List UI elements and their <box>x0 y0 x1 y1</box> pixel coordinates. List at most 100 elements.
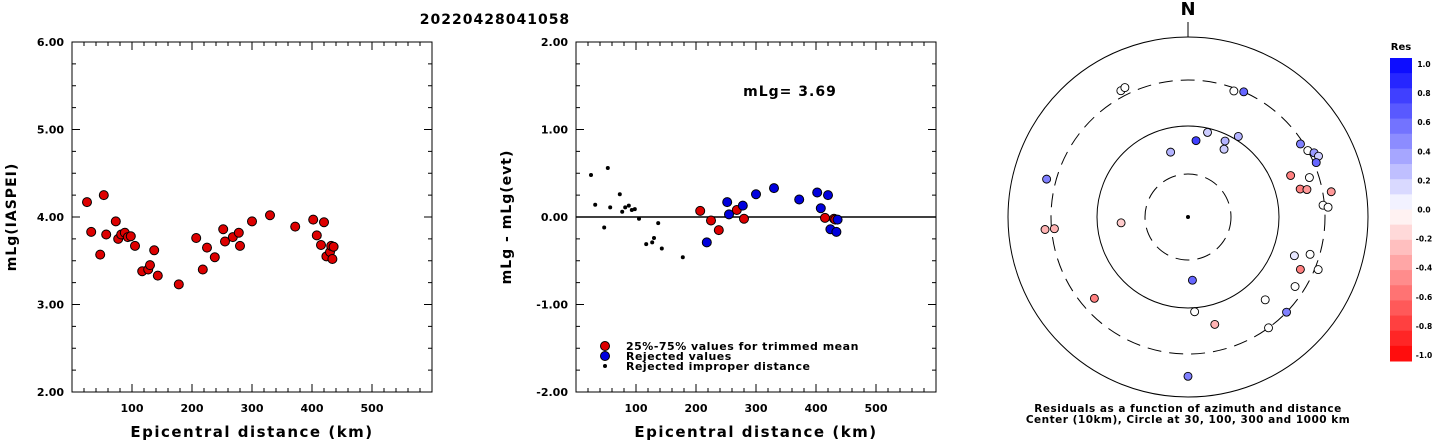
y-tick-label: -2.00 <box>536 386 568 399</box>
improper-distance-point <box>629 208 634 212</box>
rejected-point <box>832 214 843 225</box>
colorbar-band <box>1390 254 1412 271</box>
rejected-point <box>701 237 712 248</box>
azimuth-residual-plot: N Residuals as a function of azimuth and… <box>1007 0 1369 426</box>
circle-300km <box>1050 79 1326 355</box>
x-tick-label: 400 <box>301 402 324 415</box>
north-label: N <box>1180 0 1195 20</box>
improper-distance-point <box>650 240 655 245</box>
data-point <box>290 221 301 232</box>
improper-distance-point <box>620 209 625 214</box>
data-point <box>308 214 319 225</box>
rejected-point <box>724 209 734 220</box>
colorbar-band <box>1390 88 1412 104</box>
data-point <box>145 260 155 271</box>
improper-distance-point <box>617 192 622 197</box>
data-point <box>125 231 136 242</box>
colorbar-band <box>1390 345 1412 362</box>
data-point <box>218 224 229 235</box>
station-residual-point <box>1286 171 1296 180</box>
trimmed-mean-point <box>713 225 724 236</box>
colorbar-bands <box>1390 58 1412 362</box>
y-tick-label: 2.00 <box>37 386 64 399</box>
center-point <box>1186 215 1190 219</box>
y-tick-label: 1.00 <box>541 124 568 137</box>
station-residual-point <box>1313 265 1323 275</box>
data-point <box>86 226 97 237</box>
station-residual-point <box>1290 282 1300 291</box>
colorbar-band <box>1390 58 1412 74</box>
station-residual-point <box>1116 218 1126 228</box>
improper-distance-point <box>632 207 637 212</box>
data-point <box>220 236 230 247</box>
colorbar-band <box>1390 224 1412 241</box>
station-residual-point <box>1219 144 1229 154</box>
station-residual-point <box>1295 264 1305 274</box>
data-point <box>197 264 208 275</box>
improper-distance-point <box>644 242 649 247</box>
polar-caption-line1: Residuals as a function of azimuth and d… <box>1034 403 1341 415</box>
polar-points <box>1040 83 1336 381</box>
station-residual-point <box>1264 323 1273 333</box>
mlg-annotation: mLg= 3.69 <box>743 84 837 100</box>
colorbar-band <box>1390 270 1412 286</box>
station-residual-point <box>1239 87 1249 97</box>
colorbar-band <box>1390 118 1412 135</box>
data-point <box>319 217 329 228</box>
improper-distance-point <box>602 225 607 230</box>
data-point <box>265 210 275 221</box>
data-point <box>327 254 338 264</box>
colorbar-band <box>1390 194 1412 210</box>
rejected-point <box>812 187 823 198</box>
colorbar-tick-label: 0.6 <box>1417 118 1430 127</box>
improper-distance-point <box>637 216 641 221</box>
station-residual-point <box>1040 225 1050 234</box>
data-point <box>235 240 245 251</box>
colorbar-tick-label: -0.4 <box>1416 264 1432 273</box>
magnitude-vs-distance-plot: 100 200 300 400 500 2.00 3.00 4.00 5.00 6.00 Epic… <box>4 36 433 441</box>
y-tick-label: 2.00 <box>541 36 568 49</box>
residual-vs-distance-plot: 100 200 300 400 500 -2.00 -1.00 0.00 1.00 2.00 mL… <box>499 36 937 441</box>
legend-label-improper: Rejected improper distance <box>626 360 810 373</box>
x-tick-label: 300 <box>745 402 768 415</box>
improper-distance-point <box>659 246 664 251</box>
polar-caption-line2: Center (10km), Circle at 30, 100, 300 an… <box>1026 414 1350 426</box>
station-residual-point <box>1166 147 1176 157</box>
colorbar-band <box>1390 209 1412 226</box>
y-tick-label: 4.00 <box>37 211 64 224</box>
y-tick-label: 3.00 <box>37 299 64 312</box>
data-point <box>202 242 212 253</box>
improper-distance-point <box>593 202 598 207</box>
rejected-point <box>831 226 842 237</box>
colorbar-band <box>1390 164 1412 180</box>
plot2-points <box>589 166 843 260</box>
x-tick-label: 200 <box>181 402 204 415</box>
colorbar-tick-label: 0.4 <box>1417 147 1430 156</box>
colorbar-tick-label: -0.8 <box>1416 322 1432 331</box>
station-residual-point <box>1183 371 1193 381</box>
x-tick-label: 100 <box>121 402 144 415</box>
data-point <box>130 240 140 251</box>
station-residual-point <box>1296 139 1305 149</box>
plot2-axes: 100 200 300 400 500 -2.00 -1.00 0.00 1.00 2.00 <box>536 36 937 415</box>
legend-marker-improper <box>603 364 607 368</box>
station-residual-point <box>1049 224 1059 234</box>
plot2-ylabel: mLg - mLg(evt) <box>499 150 515 285</box>
improper-distance-point <box>626 203 631 208</box>
data-point <box>233 227 244 238</box>
plot2-xlabel: Epicentral distance (km) <box>634 423 877 441</box>
colorbar-band <box>1390 133 1412 150</box>
trimmed-mean-point <box>739 213 749 224</box>
station-residual-point <box>1220 136 1230 146</box>
legend-label-rejected: Rejected values <box>626 350 732 363</box>
station-residual-point <box>1229 86 1239 96</box>
plot1-axes: 100 200 300 400 500 2.00 3.00 4.00 5.00 6.00 <box>37 36 433 415</box>
plot1-points <box>82 190 339 290</box>
data-point <box>316 240 326 250</box>
colorbar-band <box>1390 300 1412 317</box>
colorbar-tick-label: -0.6 <box>1416 293 1432 302</box>
colorbar-tick-label: -1.0 <box>1416 351 1432 360</box>
data-point <box>110 216 121 227</box>
circle-30km <box>1144 173 1232 261</box>
